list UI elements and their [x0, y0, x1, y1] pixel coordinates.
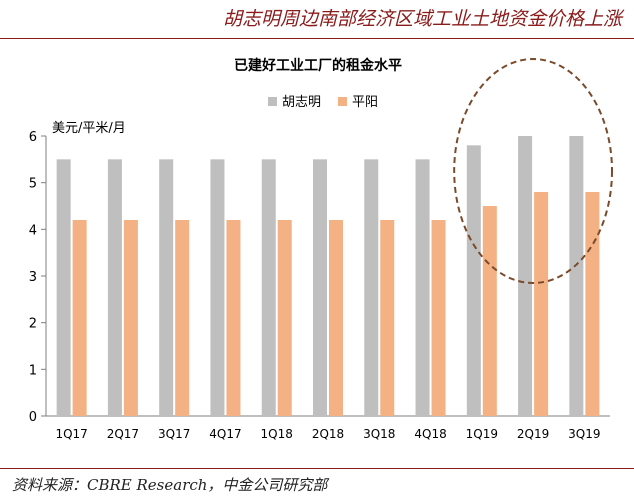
x-tick-label: 4Q18 — [414, 427, 446, 441]
bar — [175, 220, 190, 416]
highlight-ellipse — [453, 58, 613, 284]
x-tick-label: 3Q18 — [363, 427, 395, 441]
bar — [482, 206, 497, 416]
y-tick-label: 4 — [29, 223, 37, 238]
bar-series — [56, 136, 600, 417]
bar — [210, 159, 225, 417]
y-tick-label: 1 — [29, 363, 37, 378]
bar — [415, 159, 430, 417]
bar — [107, 159, 122, 417]
page-title: 胡志明周边南部经济区域工业土地资金价格上涨 — [222, 8, 622, 30]
header-rule — [0, 38, 634, 39]
x-tick-label: 2Q19 — [517, 427, 549, 441]
x-tick-label: 3Q19 — [568, 427, 600, 441]
bar — [569, 136, 584, 416]
legend-swatch — [268, 97, 277, 106]
bar — [466, 145, 481, 417]
x-tick-label: 2Q18 — [312, 427, 344, 441]
x-tick-label: 1Q17 — [55, 427, 87, 441]
footer-rule — [0, 468, 634, 469]
bar — [56, 159, 71, 417]
bar — [226, 220, 241, 416]
bar — [364, 159, 379, 417]
chart-annotations — [453, 58, 613, 284]
y-tick-label: 3 — [29, 270, 37, 285]
bar — [313, 159, 327, 417]
bar — [329, 220, 343, 416]
y-axis-label: 美元/平米/月 — [52, 121, 126, 136]
bar — [585, 192, 600, 416]
bar — [123, 220, 138, 416]
legend-label: 平阳 — [352, 95, 378, 110]
series-2 — [72, 192, 600, 416]
y-tick-label: 6 — [29, 130, 37, 145]
x-axis: 1Q17 2Q17 3Q17 4Q17 1Q18 2Q18 3Q18 4Q18 1Q19 2Q19… — [46, 415, 610, 441]
bar — [431, 220, 446, 416]
chart-legend: 胡志明 平阳 — [268, 95, 378, 110]
source-note: 资料来源：CBRE Research，中金公司研究部 — [12, 476, 328, 494]
x-tick-label: 1Q18 — [261, 427, 293, 441]
x-tick-label: 4Q17 — [209, 427, 241, 441]
y-tick-label: 5 — [29, 177, 37, 192]
y-tick-label: 0 — [29, 410, 37, 425]
legend-label: 胡志明 — [282, 95, 321, 110]
x-tick-label: 2Q17 — [107, 427, 139, 441]
x-tick-label: 1Q19 — [466, 427, 498, 441]
chart-title: 已建好工业工厂的租金水平 — [234, 57, 402, 74]
legend-swatch — [338, 97, 347, 106]
bar — [159, 159, 174, 417]
bar — [277, 220, 292, 416]
bar — [380, 220, 395, 416]
bar — [518, 136, 533, 416]
bar — [534, 192, 549, 416]
y-tick-label: 2 — [29, 317, 37, 332]
series-1 — [56, 136, 584, 417]
bar — [72, 220, 87, 416]
x-tick-label: 3Q17 — [158, 427, 190, 441]
y-axis: 0 1 2 3 4 5 6 — [29, 130, 47, 425]
bar — [261, 159, 276, 417]
